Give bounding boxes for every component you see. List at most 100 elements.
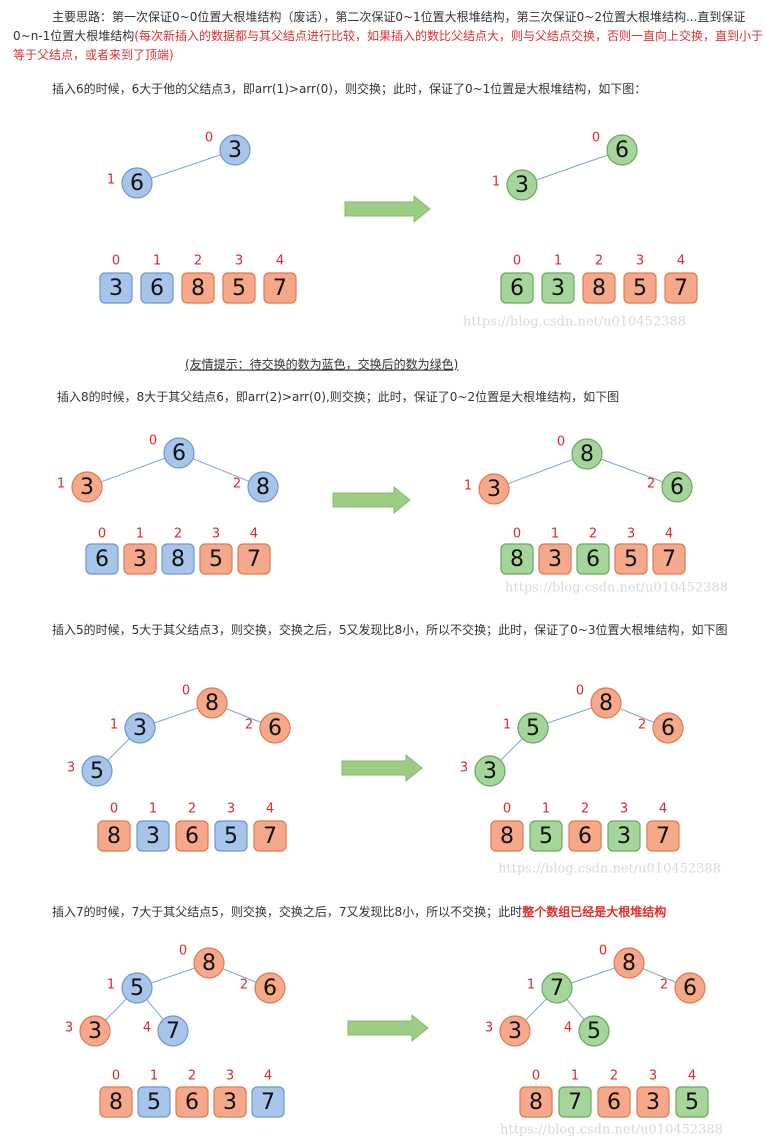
- node-index: 0: [182, 684, 190, 699]
- arrow: [347, 1013, 429, 1043]
- cell-value: 6: [95, 547, 109, 572]
- caption-text: 插入6的时候，6大于他的父结点3，即arr(1)>arr(0)，则交换；此时，保…: [52, 81, 646, 96]
- tree-edge: [493, 453, 588, 490]
- tree-node: [517, 712, 549, 744]
- cell-value: 7: [273, 276, 287, 301]
- node-index: 4: [564, 1021, 572, 1036]
- tree-node: [661, 471, 693, 503]
- array-cell: [576, 543, 610, 575]
- cell-index: 0: [513, 527, 521, 542]
- node-index: 0: [592, 131, 600, 146]
- cell-value: 7: [247, 547, 261, 572]
- array-cell: [519, 1086, 553, 1118]
- cell-index: 3: [636, 254, 644, 269]
- cell-index: 3: [235, 254, 243, 269]
- node-value: 3: [80, 475, 94, 500]
- cell-value: 3: [646, 1090, 660, 1115]
- tree-node: [121, 972, 153, 1004]
- cell-value: 5: [147, 1090, 161, 1115]
- array-cell: [263, 272, 297, 304]
- cell-index: 1: [149, 802, 157, 817]
- caption-emphasis: 整个数组已经是大根堆结构: [521, 904, 666, 919]
- node-value: 5: [587, 1019, 601, 1044]
- node-value: 3: [487, 477, 501, 502]
- node-index: 4: [143, 1021, 151, 1036]
- caption: 插入8的时候，8大于其父结点6，即arr(2)>arr(0),则交换；此时，保证…: [57, 389, 619, 404]
- tree-edge: [136, 149, 236, 184]
- cell-value: 5: [224, 824, 238, 849]
- node-value: 5: [90, 759, 104, 784]
- node-index: 2: [647, 477, 655, 492]
- node-value: 5: [526, 716, 540, 741]
- hint: (友情提示：待交换的数为蓝色，交换后的数为绿色): [185, 357, 458, 372]
- cell-value: 3: [133, 547, 147, 572]
- array-cell: [529, 820, 563, 852]
- tree-node: [674, 972, 706, 1004]
- tree-node: [571, 438, 603, 470]
- cell-value: 7: [261, 1090, 275, 1115]
- array-cell: [99, 272, 133, 304]
- array-cell: [253, 820, 287, 852]
- tree-node: [541, 972, 573, 1004]
- cell-value: 8: [510, 547, 524, 572]
- node-index: 1: [464, 479, 472, 494]
- tree-edge: [86, 452, 180, 488]
- cell-value: 5: [685, 1090, 699, 1115]
- cell-index: 2: [595, 254, 603, 269]
- array-cell: [136, 820, 170, 852]
- caption: 插入7的时候，7大于其父结点5，则交换，交换之后，7又发现比8小，所以不交换；此…: [52, 904, 666, 919]
- cell-value: 3: [617, 824, 631, 849]
- array-cell: [140, 272, 174, 304]
- caption: 插入5的时候，5大于其父结点3，则交换，交换之后，5又发现比8小，所以不交换；此…: [52, 622, 728, 637]
- cell-value: 6: [150, 276, 164, 301]
- cell-value: 7: [568, 1090, 582, 1115]
- tree-node: [590, 687, 622, 719]
- array-cell: [222, 272, 256, 304]
- cell-index: 0: [98, 527, 106, 542]
- cell-value: 3: [548, 547, 562, 572]
- cell-value: 7: [662, 547, 676, 572]
- array-cell: [181, 272, 215, 304]
- node-index: 1: [527, 978, 535, 993]
- array-cell: [490, 820, 524, 852]
- node-value: 8: [256, 475, 270, 500]
- intro-note: (每次新插入的数据都与其父结点进行比较，如果插入的数比父结点大，则与父结点交换，…: [13, 29, 763, 62]
- tree-node: [163, 437, 195, 469]
- tree-node: [254, 972, 286, 1004]
- node-value: 6: [615, 138, 629, 163]
- node-value: 6: [268, 716, 282, 741]
- array-cell: [636, 1086, 670, 1118]
- cell-value: 3: [551, 276, 565, 301]
- cell-value: 8: [191, 276, 205, 301]
- tree-node: [259, 712, 291, 744]
- cell-value: 5: [539, 824, 553, 849]
- array-cell: [623, 272, 657, 304]
- cell-value: 5: [633, 276, 647, 301]
- array-cell: [123, 543, 157, 575]
- array-cell: [646, 820, 680, 852]
- node-index: 0: [205, 131, 213, 146]
- cell-value: 7: [263, 824, 277, 849]
- array-cell: [607, 820, 641, 852]
- node-index: 1: [503, 718, 511, 733]
- tree-node: [124, 712, 156, 744]
- cell-value: 6: [578, 824, 592, 849]
- array-cell: [85, 543, 119, 575]
- cell-value: 8: [171, 547, 185, 572]
- caption: 插入6的时候，6大于他的父结点3，即arr(1)>arr(0)，则交换；此时，保…: [52, 81, 646, 96]
- cell-index: 0: [110, 802, 118, 817]
- array-cell: [175, 1086, 209, 1118]
- array-cell: [500, 543, 534, 575]
- array-cell: [664, 272, 698, 304]
- array-cell: [652, 543, 686, 575]
- node-index: 0: [557, 435, 565, 450]
- watermark: https://blog.csdn.net/u010452388: [505, 581, 728, 596]
- node-index: 2: [233, 477, 241, 492]
- cell-index: 2: [610, 1069, 618, 1084]
- array-cell: [213, 1086, 247, 1118]
- cell-value: 3: [109, 276, 123, 301]
- node-value: 6: [683, 976, 697, 1001]
- array-cell: [500, 272, 534, 304]
- node-index: 2: [638, 718, 646, 733]
